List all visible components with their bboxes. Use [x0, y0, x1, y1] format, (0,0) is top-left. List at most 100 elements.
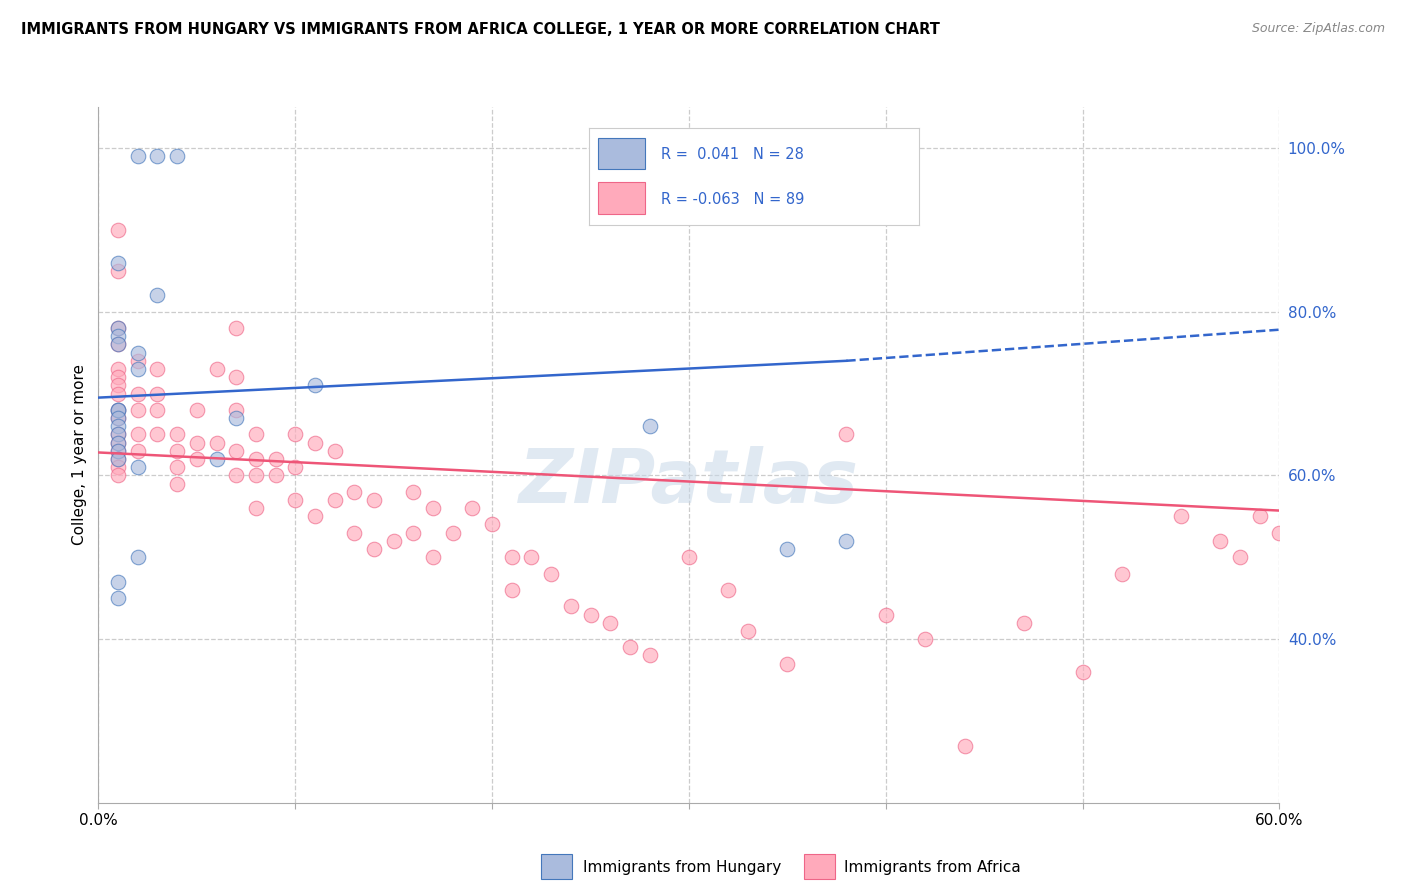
Point: [1111, 566, 1133, 581]
Point: [166, 460, 188, 475]
Point: [107, 443, 129, 458]
Point: [245, 427, 267, 442]
Point: [107, 403, 129, 417]
Point: [107, 435, 129, 450]
Point: [127, 443, 149, 458]
Point: [737, 624, 759, 638]
Point: [1170, 509, 1192, 524]
Point: [304, 509, 326, 524]
Point: [619, 640, 641, 655]
Point: [343, 484, 366, 499]
Point: [225, 443, 247, 458]
Point: [382, 533, 405, 548]
Point: [107, 411, 129, 425]
Point: [304, 378, 326, 392]
Point: [127, 460, 149, 475]
Point: [835, 533, 858, 548]
Point: [225, 321, 247, 335]
Text: ZIPatlas: ZIPatlas: [519, 446, 859, 519]
Point: [1249, 509, 1271, 524]
Point: [363, 542, 385, 557]
Point: [107, 255, 129, 269]
Point: [107, 591, 129, 606]
Point: [107, 337, 129, 351]
Point: [107, 321, 129, 335]
Point: [146, 386, 169, 401]
Point: [107, 378, 129, 392]
Point: [1209, 533, 1232, 548]
Point: [186, 452, 208, 467]
Point: [107, 403, 129, 417]
Point: [107, 321, 129, 335]
Point: [107, 386, 129, 401]
Point: [1012, 615, 1035, 630]
Point: [402, 525, 425, 540]
Point: [225, 370, 247, 384]
Point: [127, 403, 149, 417]
Point: [264, 452, 287, 467]
Point: [1268, 525, 1291, 540]
Point: [599, 615, 621, 630]
Point: [678, 550, 700, 565]
Point: [166, 476, 188, 491]
Point: [107, 370, 129, 384]
Point: [501, 550, 523, 565]
Point: [304, 435, 326, 450]
Point: [107, 443, 129, 458]
Point: [225, 403, 247, 417]
Point: [107, 574, 129, 589]
Point: [166, 427, 188, 442]
Point: [441, 525, 464, 540]
Point: [501, 582, 523, 597]
Point: [520, 550, 543, 565]
Point: [127, 362, 149, 376]
Point: [343, 525, 366, 540]
Point: [107, 223, 129, 237]
Point: [402, 484, 425, 499]
Point: [107, 452, 129, 467]
Point: [245, 468, 267, 483]
Point: [776, 657, 799, 671]
Point: [107, 452, 129, 467]
Point: [1229, 550, 1251, 565]
Point: [323, 492, 346, 507]
Point: [363, 492, 385, 507]
Point: [107, 362, 129, 376]
Point: [205, 435, 228, 450]
Point: [107, 468, 129, 483]
Point: [481, 517, 503, 532]
Point: [835, 427, 858, 442]
Point: [225, 468, 247, 483]
Point: [264, 468, 287, 483]
Point: [127, 149, 149, 163]
Text: IMMIGRANTS FROM HUNGARY VS IMMIGRANTS FROM AFRICA COLLEGE, 1 YEAR OR MORE CORREL: IMMIGRANTS FROM HUNGARY VS IMMIGRANTS FR…: [21, 22, 941, 37]
Point: [107, 411, 129, 425]
Point: [245, 452, 267, 467]
Point: [146, 288, 169, 302]
Point: [638, 648, 661, 663]
Text: Immigrants from Africa: Immigrants from Africa: [844, 860, 1021, 874]
Point: [107, 427, 129, 442]
Point: [422, 550, 444, 565]
Point: [186, 403, 208, 417]
Point: [107, 264, 129, 278]
Point: [127, 427, 149, 442]
Point: [717, 582, 740, 597]
Point: [638, 419, 661, 434]
Point: [146, 362, 169, 376]
Point: [540, 566, 562, 581]
Point: [953, 739, 976, 753]
Point: [205, 362, 228, 376]
Point: [127, 550, 149, 565]
Point: [284, 460, 307, 475]
Point: [245, 501, 267, 516]
Y-axis label: College, 1 year or more: College, 1 year or more: [72, 365, 87, 545]
Point: [107, 460, 129, 475]
Point: [166, 149, 188, 163]
Point: [166, 443, 188, 458]
Point: [1071, 665, 1094, 679]
Point: [146, 149, 169, 163]
Point: [225, 411, 247, 425]
Point: [560, 599, 582, 614]
Point: [107, 329, 129, 343]
